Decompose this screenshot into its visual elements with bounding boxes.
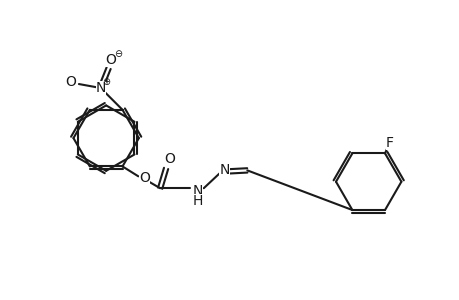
Text: F: F	[385, 136, 393, 151]
Text: O: O	[65, 75, 76, 89]
Text: ⊖: ⊖	[114, 49, 123, 59]
Text: N: N	[219, 164, 229, 177]
Text: H: H	[192, 194, 202, 208]
Text: O: O	[105, 53, 116, 67]
Text: N: N	[192, 184, 202, 198]
Text: ⊕: ⊕	[102, 77, 111, 87]
Text: N: N	[95, 81, 106, 95]
Text: O: O	[139, 171, 150, 185]
Text: O: O	[164, 152, 175, 167]
